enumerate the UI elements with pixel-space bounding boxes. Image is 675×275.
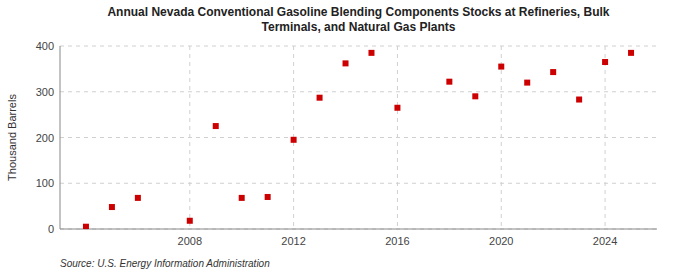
point xyxy=(368,50,374,56)
y-axis-line xyxy=(60,46,61,229)
x-tick-label: 2024 xyxy=(593,235,617,247)
x-grid-line xyxy=(605,46,606,229)
point xyxy=(628,50,634,56)
x-tick-label: 2008 xyxy=(178,235,202,247)
y-axis-label: Thousand Barrels xyxy=(6,94,18,181)
x-grid-line xyxy=(501,46,502,229)
x-grid-line xyxy=(397,46,398,229)
point xyxy=(291,137,297,143)
point xyxy=(394,105,400,111)
marks xyxy=(83,50,634,229)
chart-title: Annual Nevada Conventional Gasoline Blen… xyxy=(107,5,609,34)
point xyxy=(498,64,504,70)
y-tick-label: 400 xyxy=(36,40,54,52)
y-grid-line xyxy=(60,183,657,184)
point xyxy=(472,93,478,99)
y-grid-line xyxy=(60,46,657,47)
point xyxy=(187,218,193,224)
point xyxy=(343,60,349,66)
y-grid-line xyxy=(60,229,657,230)
axes: 0 100 200 300 400 2008 2012 2016 2020 2024 xyxy=(36,40,657,247)
y-tick-label: 0 xyxy=(48,223,54,235)
point xyxy=(317,95,323,101)
y-grid-line xyxy=(60,91,657,92)
y-grid-line xyxy=(60,137,657,138)
point xyxy=(213,123,219,129)
point xyxy=(265,194,271,200)
point xyxy=(83,224,89,229)
y-tick-label: 100 xyxy=(36,177,54,189)
point xyxy=(576,97,582,103)
x-tick-label: 2016 xyxy=(385,235,409,247)
x-tick-label: 2012 xyxy=(281,235,305,247)
point xyxy=(602,59,608,65)
source-note: Source: U.S. Energy Information Administ… xyxy=(60,258,270,269)
y-tick-label: 200 xyxy=(36,132,54,144)
point xyxy=(239,195,245,201)
point xyxy=(135,195,141,201)
point xyxy=(109,204,115,210)
y-tick-label: 300 xyxy=(36,86,54,98)
point xyxy=(550,69,556,75)
x-axis-line xyxy=(60,229,657,230)
x-grid-line xyxy=(189,46,190,229)
point xyxy=(524,80,530,86)
chart-container: Annual Nevada Conventional Gasoline Blen… xyxy=(0,0,675,275)
point xyxy=(446,79,452,85)
grid xyxy=(60,46,657,229)
x-tick-label: 2020 xyxy=(489,235,513,247)
chart-svg: Annual Nevada Conventional Gasoline Blen… xyxy=(0,0,675,275)
